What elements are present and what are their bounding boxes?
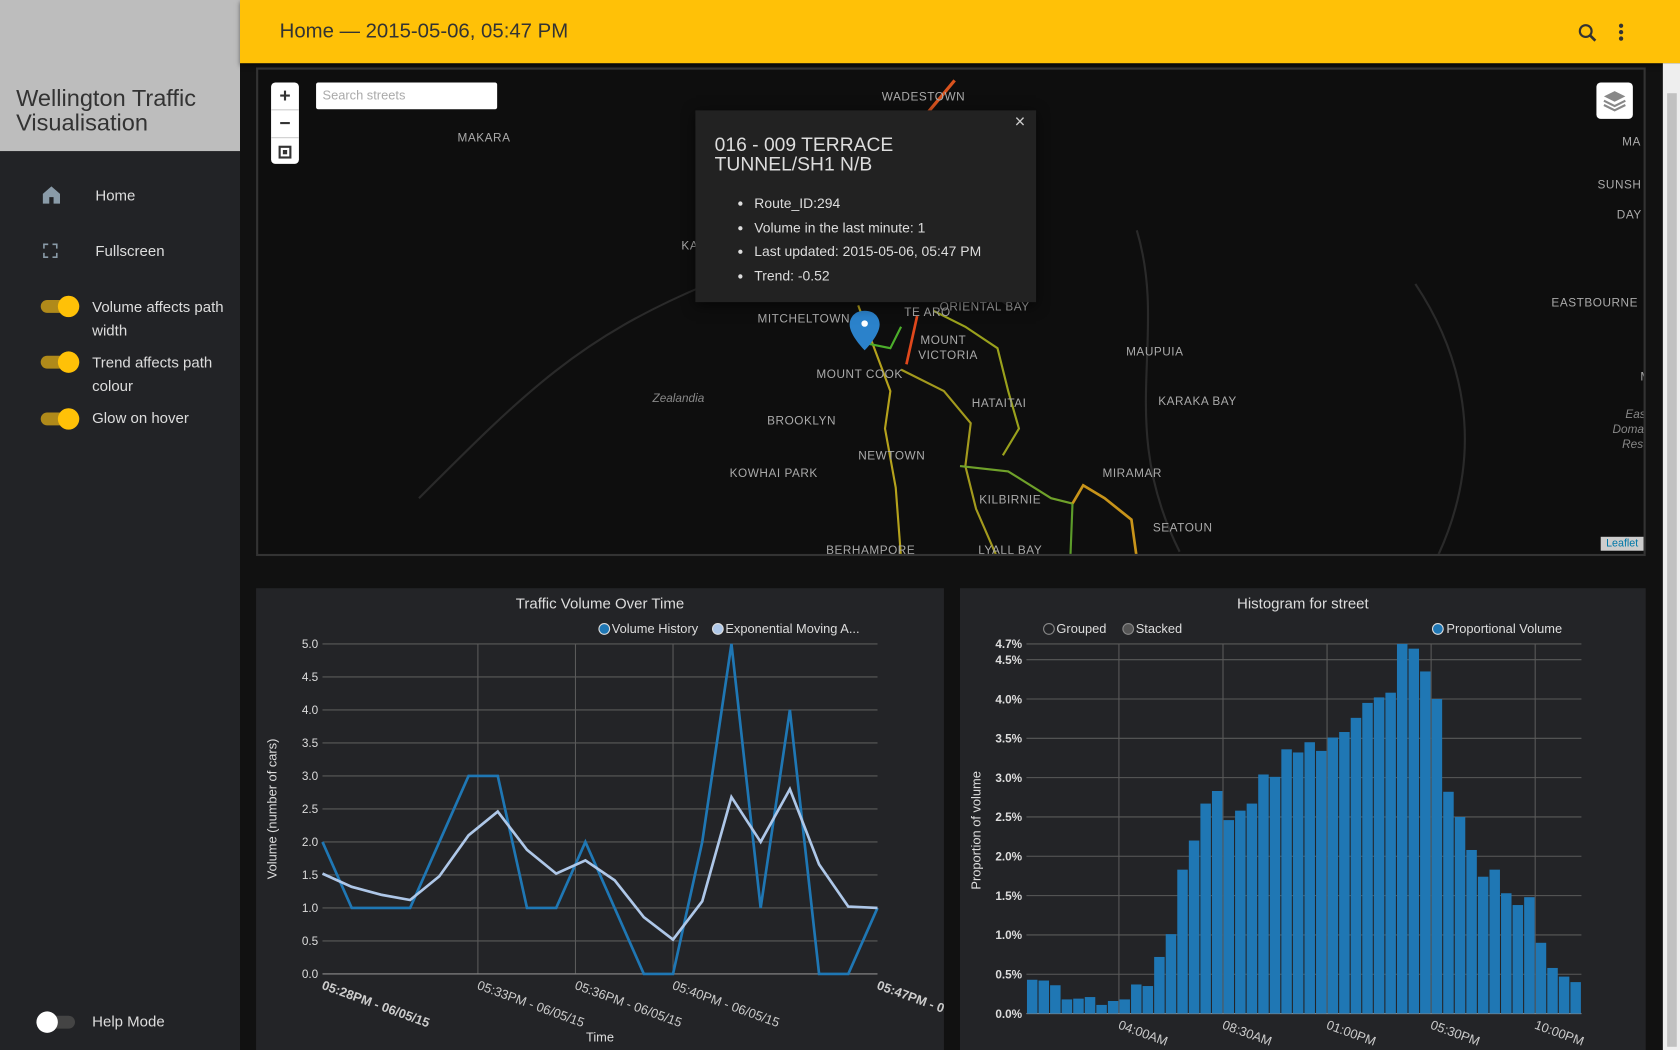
app-title: Wellington Traffic Visualisation xyxy=(16,84,197,137)
place-label: MA xyxy=(1622,136,1641,149)
header: Home — 2015-05-06, 05:47 PM xyxy=(240,0,1680,64)
place-label: MAKARA xyxy=(457,131,511,145)
popup: × 016 - 009 TERRACE TUNNEL/SH1 N/B Route… xyxy=(695,110,1037,303)
brand: Wellington Traffic Visualisation xyxy=(0,0,241,152)
popup-title: 016 - 009 TERRACE TUNNEL/SH1 N/B xyxy=(714,133,894,175)
layers-button[interactable] xyxy=(1596,82,1633,119)
fit-button[interactable] xyxy=(271,137,299,165)
place-label: MURITAI xyxy=(1640,371,1643,384)
place-label: KA xyxy=(681,240,699,253)
zoom-control: + − xyxy=(271,82,299,165)
place-label: MOUNT COOK xyxy=(816,368,903,382)
place-label: MOUNT xyxy=(920,334,967,348)
toggle-switch[interactable] xyxy=(40,351,80,373)
toggle-switch[interactable] xyxy=(40,408,80,430)
place-label: Zealandia xyxy=(652,392,705,406)
home-icon[interactable] xyxy=(41,184,62,205)
menu-icon[interactable] xyxy=(1616,23,1627,44)
help-label[interactable]: Help Mode xyxy=(92,1012,165,1030)
popup-list: Route_ID:294 Volume in the last minute: … xyxy=(735,192,981,288)
place-label: KARAKA BAY xyxy=(1158,395,1237,409)
place-label: TE ARO xyxy=(904,306,951,320)
place-label: KILBIRNIE xyxy=(979,493,1042,507)
toggle-label[interactable]: Trend affects path colour xyxy=(92,353,213,395)
place-label: MAUPUIA xyxy=(1126,346,1184,359)
toggle-label[interactable]: Volume affects path width xyxy=(92,297,224,339)
place-label: Reserve xyxy=(1622,438,1644,452)
zoom-in[interactable]: + xyxy=(279,84,291,107)
histogram-panel xyxy=(960,588,1646,1050)
place-label: Eastbourne xyxy=(1625,408,1646,422)
popup-item: Last updated: 2015-05-06, 05:47 PM xyxy=(754,240,981,264)
popup-item: Volume in the last minute: 1 xyxy=(754,216,981,240)
header-title: Home — 2015-05-06, 05:47 PM xyxy=(279,20,569,43)
nav-fullscreen[interactable]: Fullscreen xyxy=(95,242,165,260)
place-label: VICTORIA xyxy=(918,349,978,363)
search-icon[interactable] xyxy=(1577,23,1598,44)
nav-home[interactable]: Home xyxy=(95,186,136,204)
line-chart-panel xyxy=(256,588,944,1050)
place-label: HATAITAI xyxy=(971,397,1027,411)
fullscreen-icon[interactable] xyxy=(43,243,58,258)
zoom-out[interactable]: − xyxy=(271,109,299,137)
place-label: NEWTOWN xyxy=(858,450,926,463)
place-label: LYALL BAY xyxy=(978,544,1043,557)
toggle-switch[interactable] xyxy=(36,1011,76,1033)
place-label: DAY xyxy=(1616,208,1642,222)
search-input[interactable]: Search streets xyxy=(316,82,498,110)
popup-item: Route_ID:294 xyxy=(754,192,981,216)
toggle-switch[interactable] xyxy=(40,295,80,318)
sidebar: Wellington Traffic Visualisation Home Fu… xyxy=(0,0,241,1050)
place-label: WADESTOWN xyxy=(881,91,966,104)
place-label: MITCHELTOWN xyxy=(757,312,851,326)
attribution[interactable]: Leaflet xyxy=(1600,536,1644,551)
popup-item: Trend: -0.52 xyxy=(754,264,981,288)
toggle-label[interactable]: Glow on hover xyxy=(92,409,189,427)
place-label: EASTBOURNE xyxy=(1551,296,1638,310)
place-label: BROOKLYN xyxy=(767,414,837,428)
place-label: ORIENTAL BAY xyxy=(939,301,1030,314)
place-label: MIRAMAR xyxy=(1102,467,1162,481)
place-label: Domain Recreati xyxy=(1612,423,1644,437)
place-label: BERHAMPORE xyxy=(826,544,916,557)
place-label: SUNSH xyxy=(1597,178,1642,192)
place-label: SEATOUN xyxy=(1152,521,1213,535)
popup-close[interactable]: × xyxy=(1014,111,1026,132)
scrollbar[interactable] xyxy=(1662,63,1680,1050)
place-label: KOWHAI PARK xyxy=(729,467,818,481)
